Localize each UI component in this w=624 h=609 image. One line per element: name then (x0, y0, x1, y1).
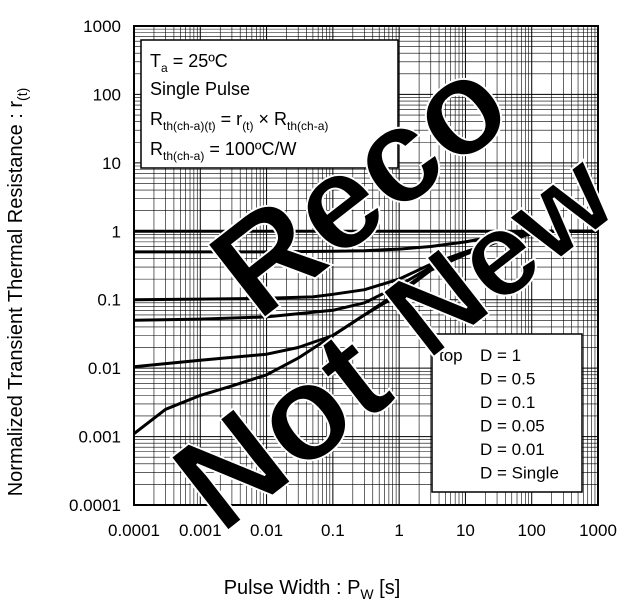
legend-prefix: top (439, 346, 463, 365)
legend-entry: D = 1 (480, 346, 521, 365)
y-tick-label: 10 (102, 154, 121, 173)
x-tick-label: 0.01 (250, 521, 283, 540)
y-tick-label: 1 (112, 222, 121, 241)
legend-entry: D = 0.5 (480, 370, 535, 389)
info-formula: Rth(ch-a)(t) = r(t) × Rth(ch-a) (150, 109, 328, 133)
legend-entry: D = 0.01 (480, 440, 545, 459)
legend-items: D = 1 D = 0.5 D = 0.1 D = 0.05 D = 0.01 D = S… (480, 346, 559, 483)
curves (133, 229, 598, 435)
x-tick-label: 1 (394, 521, 403, 540)
info-single-pulse: Single Pulse (150, 79, 250, 99)
legend-entry: D = 0.1 (480, 393, 535, 412)
y-tick-label: 0.1 (97, 291, 121, 310)
y-tick-labels: 1000 100 10 1 0.1 0.01 0.001 0.0001 (69, 17, 121, 515)
x-tick-label: 0.1 (321, 521, 345, 540)
x-tick-label: 0.001 (179, 521, 222, 540)
y-tick-label: 1000 (83, 17, 121, 36)
legend-entry: D = Single (480, 464, 559, 483)
x-tick-labels: 0.0001 0.001 0.01 0.1 1 10 100 1000 (108, 521, 617, 540)
info-ambient-temp: Ta = 25ºC (150, 51, 228, 75)
x-axis-title: Pulse Width : PW [s] (224, 577, 401, 602)
y-tick-label: 0.01 (88, 359, 121, 378)
legend-entry: D = 0.05 (480, 417, 545, 436)
x-tick-label: 1000 (579, 521, 617, 540)
info-box: Ta = 25ºC Single Pulse Rth(ch-a)(t) = r(… (140, 39, 399, 169)
plot-frame (133, 25, 599, 506)
y-tick-label: 0.001 (78, 428, 121, 447)
y-axis-title: Normalized Transient Thermal Resistance … (5, 88, 30, 497)
x-tick-label: 10 (456, 521, 475, 540)
y-tick-label: 100 (93, 85, 121, 104)
x-tick-label: 0.0001 (108, 521, 160, 540)
curve-series-5 (133, 229, 598, 435)
legend: top D = 1D = 0.5D = 0.1D = 0.05D = 0.01D… (431, 333, 583, 493)
info-rth-value: Rth(ch-a) = 100ºC/W (150, 139, 296, 163)
x-tick-label: 100 (518, 521, 546, 540)
y-tick-label: 0.0001 (69, 496, 121, 515)
